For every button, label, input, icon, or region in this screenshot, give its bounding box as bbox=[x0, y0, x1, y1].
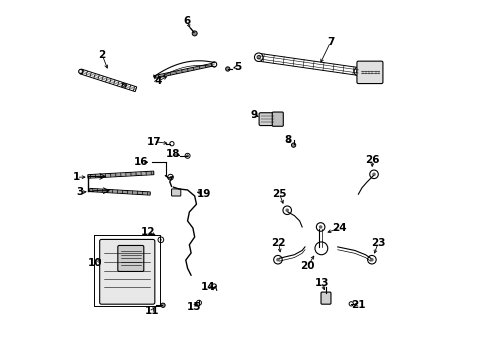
Circle shape bbox=[225, 67, 229, 71]
Circle shape bbox=[169, 141, 174, 146]
Text: 9: 9 bbox=[250, 110, 258, 120]
Circle shape bbox=[256, 55, 260, 59]
Polygon shape bbox=[89, 188, 150, 195]
Circle shape bbox=[212, 284, 216, 288]
FancyBboxPatch shape bbox=[171, 189, 181, 196]
Text: 21: 21 bbox=[350, 300, 365, 310]
Circle shape bbox=[161, 303, 165, 307]
Circle shape bbox=[316, 223, 324, 231]
Text: 2: 2 bbox=[99, 50, 105, 60]
Text: 1: 1 bbox=[73, 172, 80, 182]
Polygon shape bbox=[258, 53, 358, 75]
Circle shape bbox=[291, 143, 295, 147]
Text: 14: 14 bbox=[201, 282, 215, 292]
FancyBboxPatch shape bbox=[320, 292, 330, 304]
Circle shape bbox=[356, 70, 359, 73]
Text: 6: 6 bbox=[183, 15, 190, 26]
Circle shape bbox=[273, 256, 282, 264]
Circle shape bbox=[196, 300, 201, 305]
Circle shape bbox=[283, 206, 291, 215]
Polygon shape bbox=[88, 171, 154, 178]
Circle shape bbox=[348, 302, 353, 306]
Polygon shape bbox=[155, 63, 214, 78]
Circle shape bbox=[353, 67, 362, 76]
Circle shape bbox=[371, 172, 375, 176]
Text: 17: 17 bbox=[146, 136, 161, 147]
Text: 7: 7 bbox=[326, 37, 334, 47]
Text: 25: 25 bbox=[271, 189, 286, 198]
Circle shape bbox=[186, 155, 188, 157]
Circle shape bbox=[184, 153, 190, 158]
Circle shape bbox=[285, 208, 288, 212]
Text: 24: 24 bbox=[332, 223, 346, 233]
Circle shape bbox=[158, 237, 163, 243]
Circle shape bbox=[167, 174, 173, 180]
Text: 23: 23 bbox=[370, 238, 385, 248]
FancyBboxPatch shape bbox=[356, 61, 382, 84]
FancyBboxPatch shape bbox=[272, 112, 283, 126]
Text: 18: 18 bbox=[165, 149, 180, 159]
Circle shape bbox=[276, 258, 279, 261]
Circle shape bbox=[369, 170, 378, 179]
Text: 26: 26 bbox=[365, 156, 379, 166]
Text: 13: 13 bbox=[314, 278, 328, 288]
Text: 16: 16 bbox=[134, 157, 148, 167]
Text: 8: 8 bbox=[284, 135, 291, 145]
Circle shape bbox=[160, 239, 162, 241]
Circle shape bbox=[314, 242, 327, 255]
Text: 11: 11 bbox=[144, 306, 159, 316]
Circle shape bbox=[367, 256, 375, 264]
Text: 20: 20 bbox=[300, 261, 314, 271]
Circle shape bbox=[254, 53, 263, 62]
FancyBboxPatch shape bbox=[100, 239, 155, 304]
Circle shape bbox=[369, 258, 373, 261]
Circle shape bbox=[192, 31, 197, 36]
Circle shape bbox=[318, 225, 322, 229]
Text: 19: 19 bbox=[196, 189, 210, 198]
Text: 3: 3 bbox=[76, 188, 83, 197]
FancyBboxPatch shape bbox=[118, 246, 143, 271]
Text: 22: 22 bbox=[271, 238, 285, 248]
Circle shape bbox=[169, 176, 171, 178]
Text: 4: 4 bbox=[154, 76, 162, 86]
Circle shape bbox=[211, 62, 216, 67]
Text: 15: 15 bbox=[186, 302, 201, 312]
Polygon shape bbox=[80, 69, 137, 92]
Text: 5: 5 bbox=[233, 62, 241, 72]
Circle shape bbox=[79, 69, 83, 73]
Text: 12: 12 bbox=[140, 226, 155, 237]
Circle shape bbox=[122, 84, 126, 87]
FancyBboxPatch shape bbox=[259, 113, 275, 126]
Text: 10: 10 bbox=[88, 257, 102, 267]
